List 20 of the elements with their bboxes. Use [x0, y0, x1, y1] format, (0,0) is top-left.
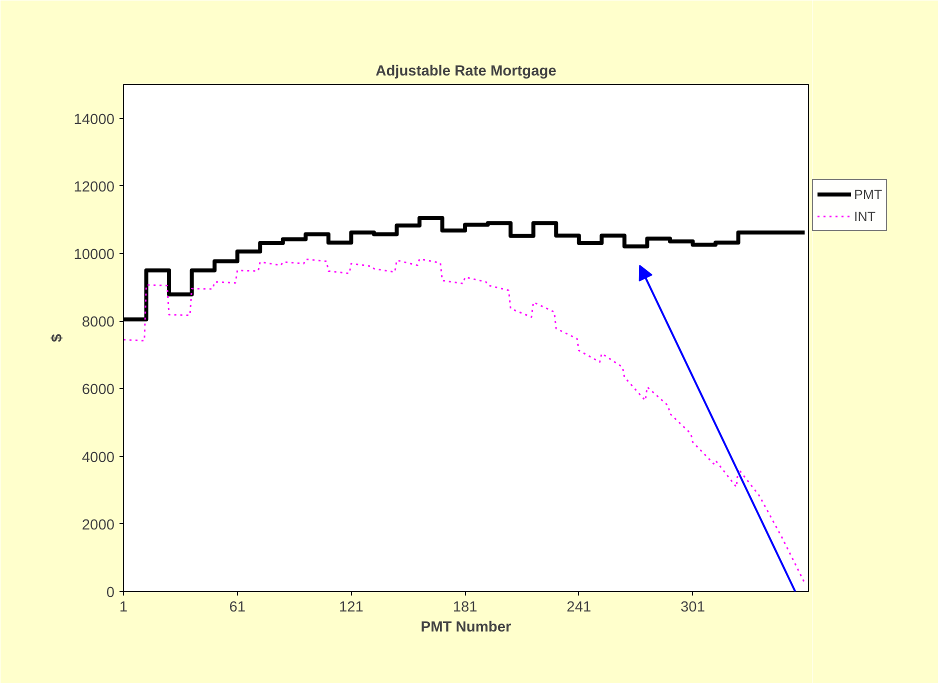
y-tick-label: 2000 [82, 517, 115, 534]
y-axis-title: $ [50, 334, 66, 342]
x-tick-label: 1 [119, 600, 128, 616]
x-axis-title: PMT Number [420, 620, 512, 636]
y-tick-label: 8000 [82, 314, 115, 331]
x-tick-label: 241 [566, 600, 592, 616]
y-tick-label: 4000 [82, 450, 115, 466]
y-tick-label: 6000 [82, 382, 115, 398]
y-tick-label: 10000 [74, 247, 115, 263]
line-series [124, 258, 806, 584]
x-tick-label: 301 [680, 600, 705, 616]
legend-label: INT [854, 208, 876, 224]
x-tick-label: 61 [229, 600, 246, 616]
chart-title: Adjustable Rate Mortgage [376, 64, 556, 80]
x-tick-label: 121 [338, 600, 364, 616]
y-tick-label: 12000 [74, 179, 115, 196]
legend-label: PMT [854, 186, 882, 202]
y-tick-label: 0 [106, 585, 115, 601]
y-tick-label: 14000 [74, 112, 115, 128]
x-tick-label: 181 [452, 600, 478, 616]
